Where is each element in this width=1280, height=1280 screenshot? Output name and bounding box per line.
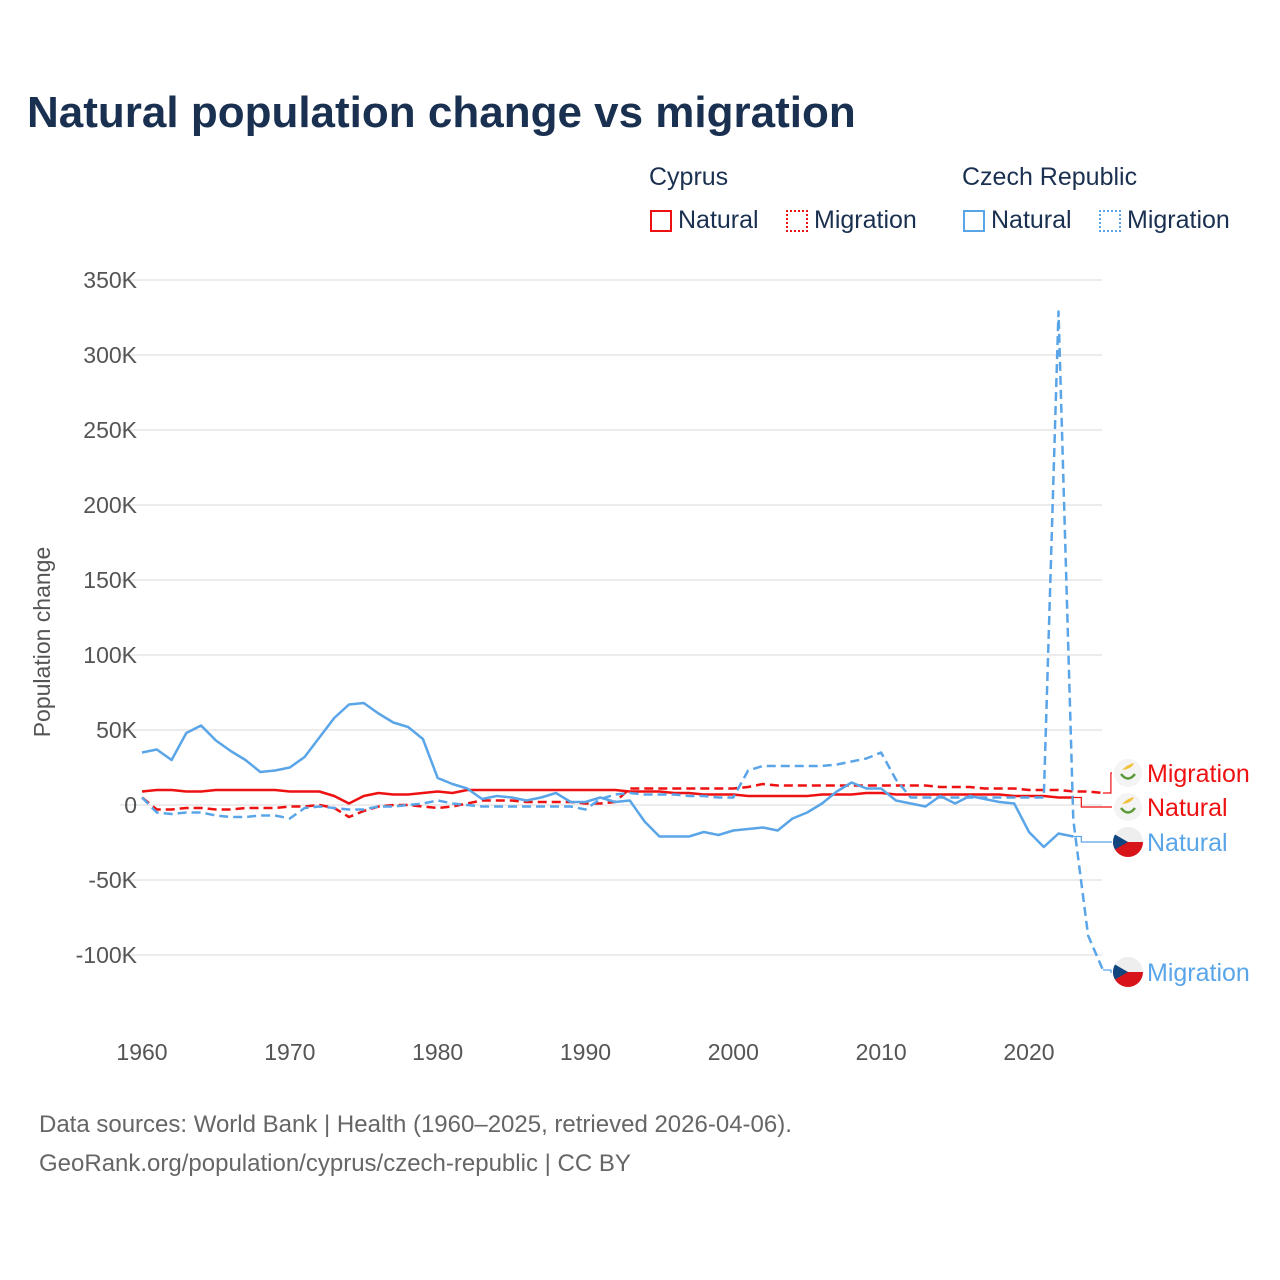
x-tick-label: 1970 <box>264 1039 315 1065</box>
x-tick-label: 2020 <box>1003 1039 1054 1065</box>
legend-label: Migration <box>814 206 917 234</box>
y-tick-label: -100K <box>76 942 138 968</box>
x-tick-label: 2000 <box>708 1039 759 1065</box>
end-label-connector <box>1102 969 1112 973</box>
footer-sources: Data sources: World Bank | Health (1960–… <box>39 1111 792 1138</box>
end-label-connector <box>1073 835 1112 843</box>
end-label: Migration <box>1147 959 1250 987</box>
line-chart: -100K -50K 0 50K 100K 150K 200K 250K 300K 350K 19… <box>29 267 1250 1065</box>
y-tick-label: 150K <box>83 567 137 593</box>
y-tick-label: 300K <box>83 342 137 368</box>
footer-credit: GeoRank.org/population/cyprus/czech-repu… <box>39 1150 631 1177</box>
y-tick-label: 250K <box>83 417 137 443</box>
cyprus-map-icon <box>1122 763 1134 770</box>
x-tick-label: 1990 <box>560 1039 611 1065</box>
cyprus-natural-line <box>141 788 1074 805</box>
end-label-connector <box>1073 796 1112 808</box>
footer: Data sources: World Bank | Health (1960–… <box>39 1105 792 1183</box>
legend-label: Natural <box>991 206 1072 234</box>
x-tick-label: 1980 <box>412 1039 463 1065</box>
flag-blue <box>1112 834 1128 850</box>
y-tick-label: 200K <box>83 492 137 518</box>
legend-group-czech: Czech Republic <box>962 163 1138 191</box>
czech-natural-line <box>141 701 1074 849</box>
czech-migration-line <box>141 310 1105 971</box>
y-tick-label: 350K <box>83 267 137 293</box>
olive-branch-icon <box>1120 773 1136 780</box>
legend-label: Natural <box>678 206 759 234</box>
legend-czech-migration[interactable]: Migration <box>1099 206 1230 235</box>
cyprus-migration-line <box>141 782 1104 819</box>
legend-swatch-solid <box>963 209 985 232</box>
legend-cyprus-natural[interactable]: Natural <box>650 206 759 235</box>
end-label-connector <box>1102 772 1112 794</box>
x-tick-label: 2010 <box>856 1039 907 1065</box>
olive-branch-icon <box>1120 807 1136 814</box>
y-tick-label: 100K <box>83 642 137 668</box>
legend-czech-natural[interactable]: Natural <box>963 206 1072 235</box>
y-tick-label: 50K <box>96 717 138 743</box>
y-axis-label: Population change <box>29 547 55 738</box>
end-label: Migration <box>1147 760 1250 788</box>
y-tick-label: -50K <box>88 867 137 893</box>
legend-swatch-dotted <box>786 209 808 232</box>
y-tick-label: 0 <box>124 792 137 818</box>
end-label: Natural <box>1147 829 1228 857</box>
cyprus-flag-icon <box>1114 759 1142 787</box>
chart-title: Natural population change vs migration <box>27 88 856 137</box>
cyprus-flag-icon <box>1114 793 1142 821</box>
legend-cyprus-migration[interactable]: Migration <box>786 206 917 235</box>
legend-label: Migration <box>1127 206 1230 234</box>
flag-blue <box>1112 964 1128 980</box>
legend-swatch-solid <box>650 209 672 232</box>
end-label: Natural <box>1147 794 1228 822</box>
legend-swatch-dotted <box>1099 209 1121 232</box>
legend-group-cyprus: Cyprus <box>649 163 729 191</box>
cyprus-map-icon <box>1122 797 1134 804</box>
x-tick-label: 1960 <box>116 1039 167 1065</box>
